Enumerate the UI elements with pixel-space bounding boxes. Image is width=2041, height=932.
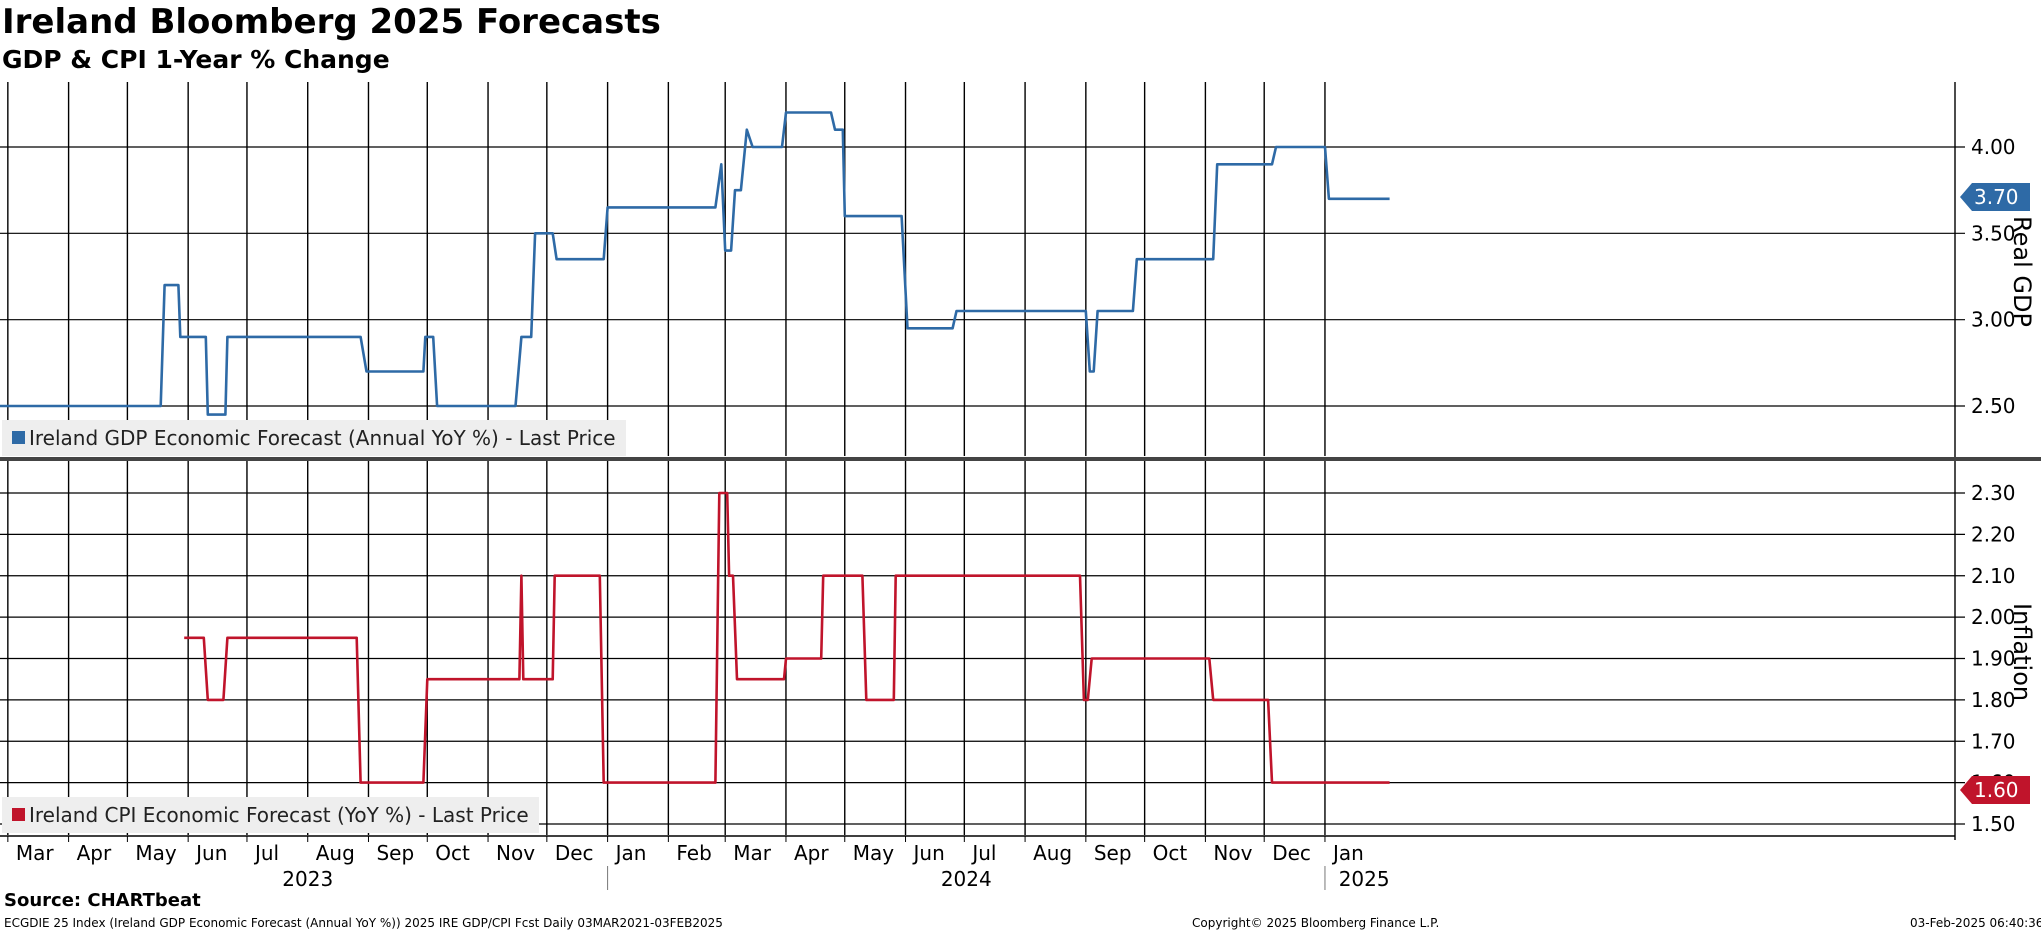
x-month-label: Feb — [676, 841, 711, 865]
y-tick-label: 2.10 — [1971, 564, 2016, 588]
x-month-label: Jul — [253, 841, 279, 865]
x-month-label: Oct — [1153, 841, 1188, 865]
x-year-label: 2025 — [1339, 867, 1390, 891]
gdp-legend-swatch — [12, 431, 25, 444]
x-year-label: 2024 — [941, 867, 992, 891]
x-month-label: Jan — [614, 841, 647, 865]
x-month-label: Mar — [733, 841, 772, 865]
cpi-legend: Ireland CPI Economic Forecast (YoY %) - … — [2, 797, 539, 833]
x-month-label: Dec — [1272, 841, 1311, 865]
x-month-label: Apr — [794, 841, 829, 865]
y-tick-label: 3.00 — [1971, 308, 2016, 332]
footer-copyright: Copyright© 2025 Bloomberg Finance L.P. — [1192, 916, 1440, 930]
y-tick-label: 1.70 — [1971, 729, 2016, 753]
cpi-legend-label: Ireland CPI Economic Forecast (YoY %) - … — [29, 803, 529, 827]
gdp-last-value-tag: 3.70 — [1960, 183, 2030, 211]
chart-title: Ireland Bloomberg 2025 Forecasts — [2, 2, 661, 42]
footer-timestamp: 03-Feb-2025 06:40:36 — [1910, 916, 2041, 930]
source-note: Source: CHARTbeat — [4, 890, 201, 911]
cpi-legend-swatch — [12, 808, 25, 821]
y-tick-label: 2.50 — [1971, 394, 2016, 418]
x-month-label: Dec — [555, 841, 594, 865]
x-month-label: Nov — [496, 841, 535, 865]
gdp-legend: Ireland GDP Economic Forecast (Annual Yo… — [2, 420, 626, 456]
x-month-label: Jun — [194, 841, 227, 865]
y-tick-label: 4.00 — [1971, 135, 2016, 159]
x-month-label: Apr — [77, 841, 112, 865]
x-month-label: Aug — [316, 841, 355, 865]
y-tick-label: 1.90 — [1971, 647, 2016, 671]
x-year-label: 2023 — [282, 867, 333, 891]
y-tick-label: 2.00 — [1971, 605, 2016, 629]
x-month-label: May — [853, 841, 895, 865]
x-month-label: Mar — [16, 841, 55, 865]
y-tick-label: 1.50 — [1971, 812, 2016, 836]
x-month-label: May — [135, 841, 177, 865]
x-month-label: Sep — [376, 841, 414, 865]
cpi-axis-label: Inflation — [2008, 603, 2036, 702]
x-month-label: Jul — [970, 841, 996, 865]
gdp-series-line — [0, 111, 1390, 416]
panel-divider — [0, 457, 2041, 461]
x-month-label: Oct — [435, 841, 470, 865]
x-month-label: Nov — [1213, 841, 1252, 865]
y-tick-label: 2.20 — [1971, 522, 2016, 546]
cpi-series-line — [184, 491, 1390, 784]
x-month-label: Jan — [1331, 841, 1364, 865]
x-month-label: Aug — [1033, 841, 1072, 865]
y-tick-label: 2.30 — [1971, 481, 2016, 505]
footer-description: ECGDIE 25 Index (Ireland GDP Economic Fo… — [4, 916, 723, 930]
gdp-legend-label: Ireland GDP Economic Forecast (Annual Yo… — [29, 426, 616, 450]
x-month-label: Jun — [912, 841, 945, 865]
gdp-axis-label: Real GDP — [2008, 216, 2036, 327]
y-tick-label: 1.80 — [1971, 688, 2016, 712]
cpi-last-value-tag: 1.60 — [1960, 776, 2030, 804]
y-tick-label: 3.50 — [1971, 221, 2016, 245]
chart-subtitle: GDP & CPI 1-Year % Change — [2, 45, 390, 74]
x-month-label: Sep — [1094, 841, 1132, 865]
